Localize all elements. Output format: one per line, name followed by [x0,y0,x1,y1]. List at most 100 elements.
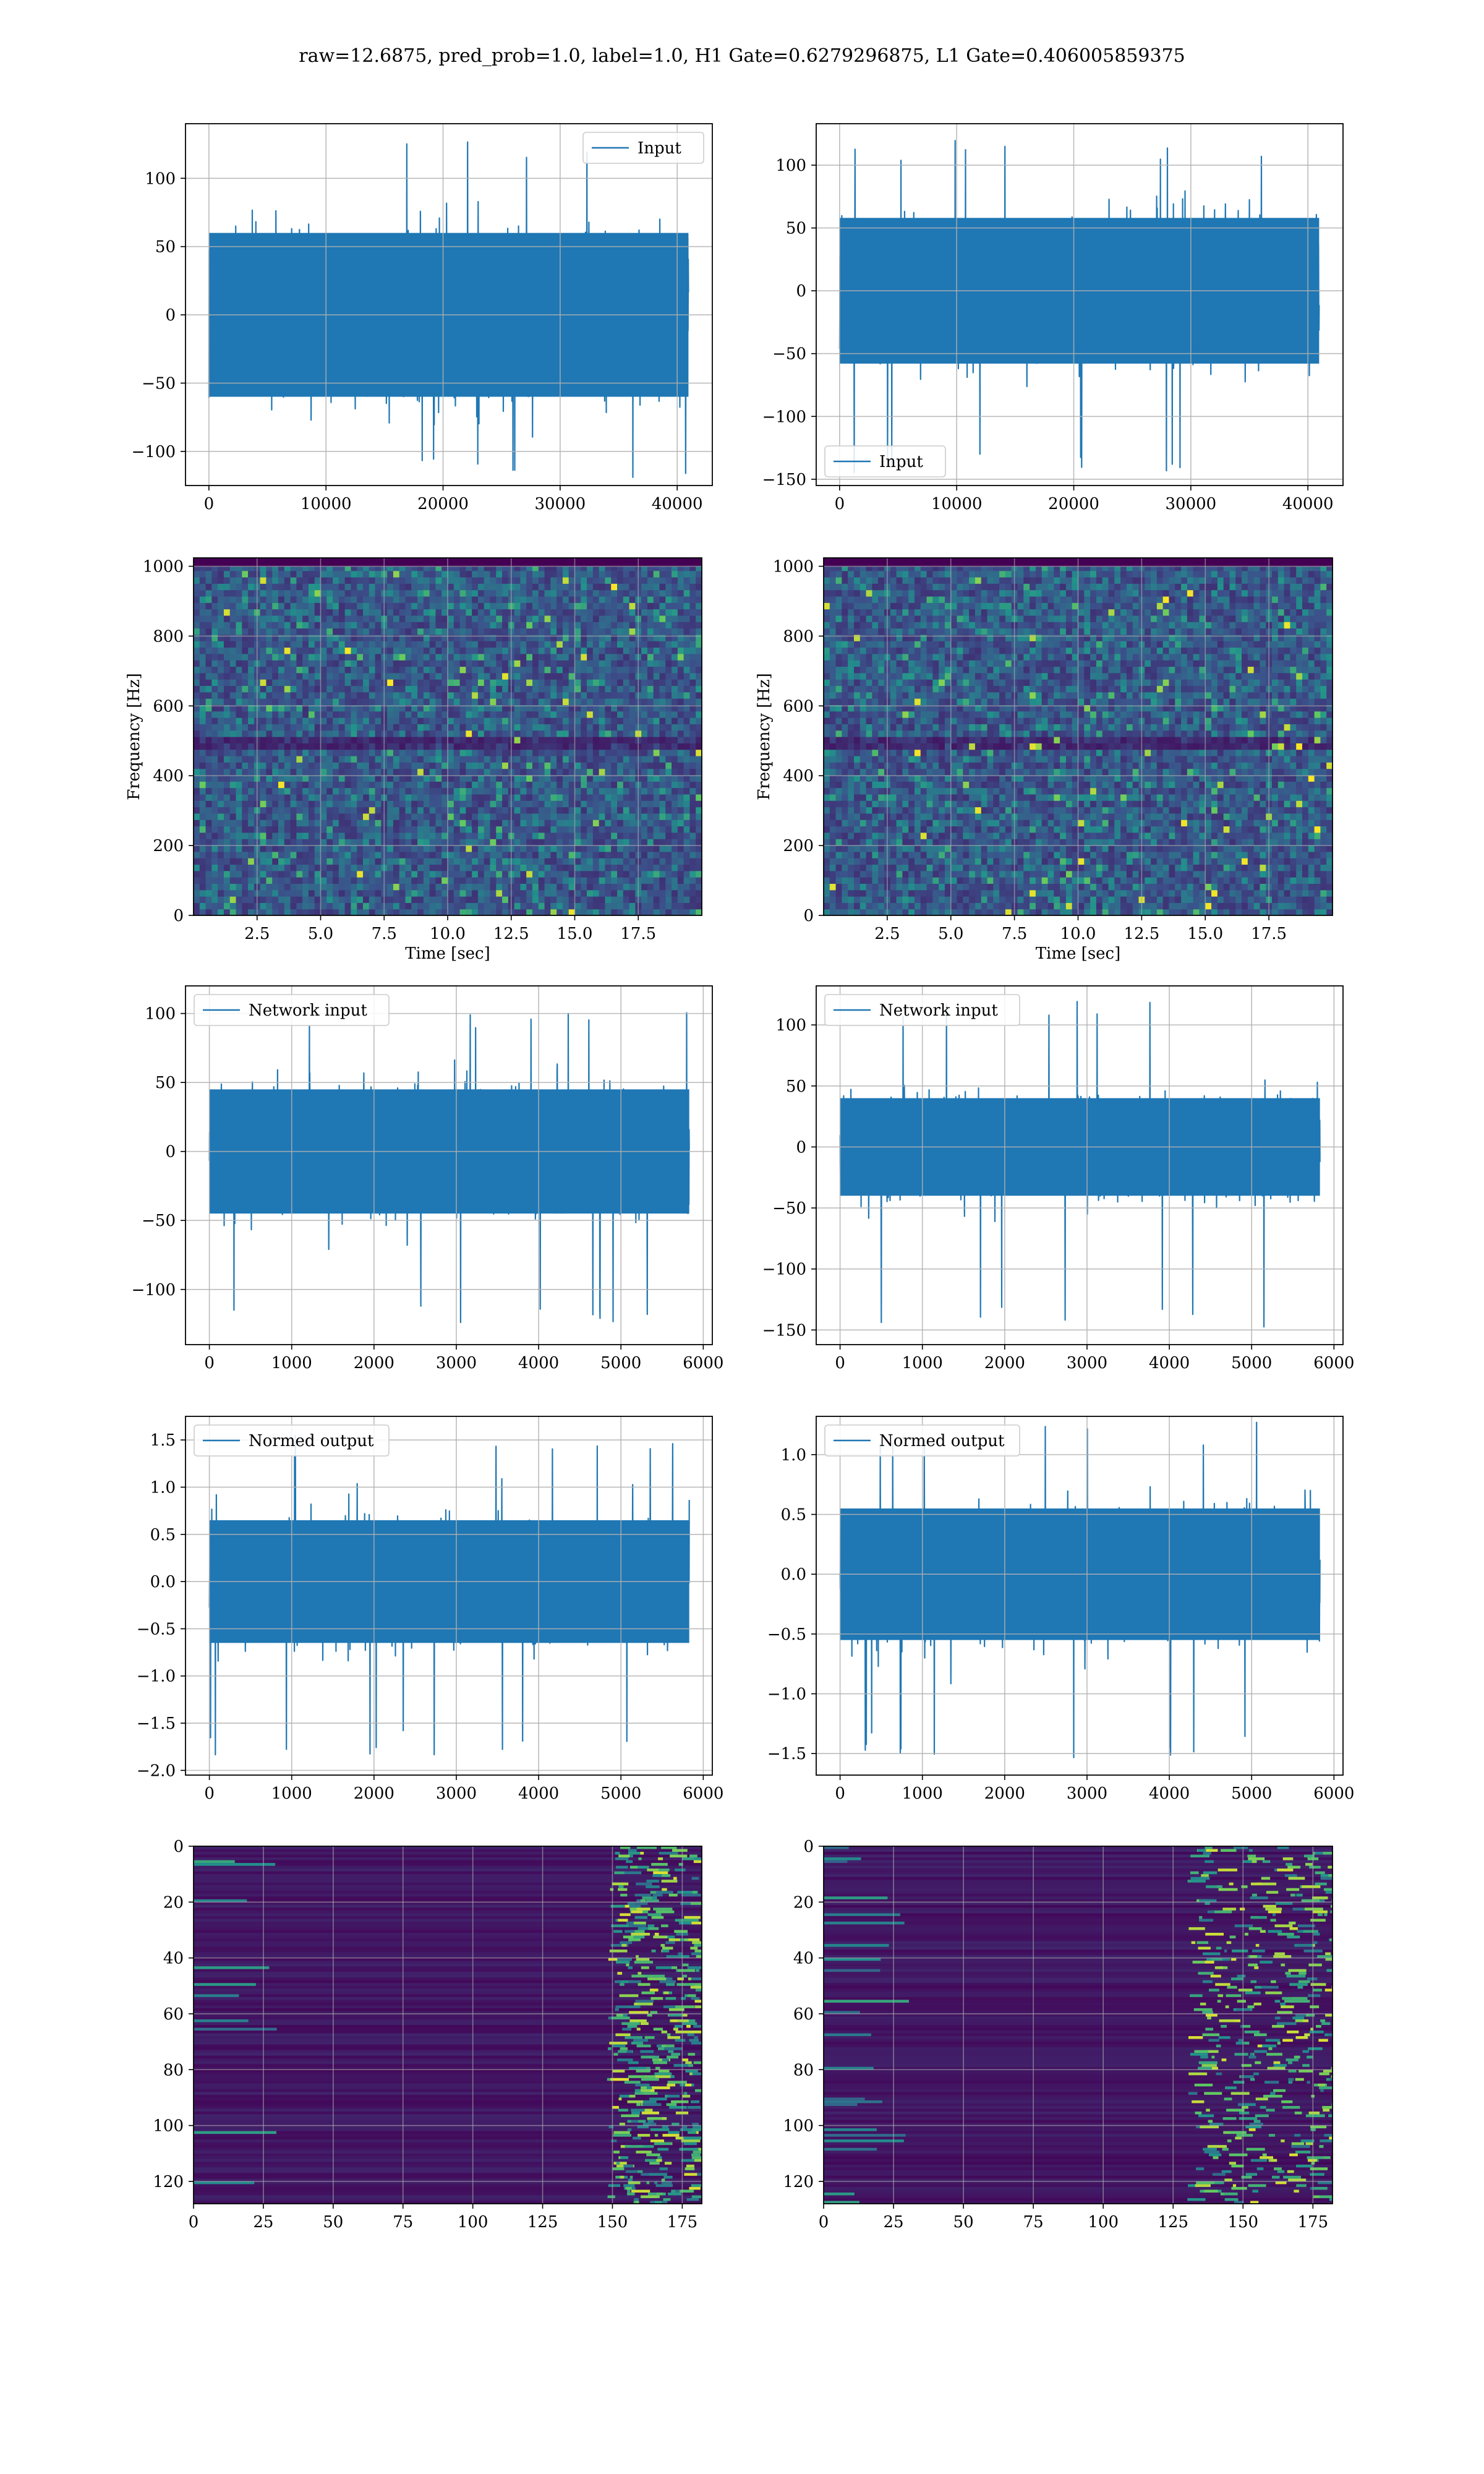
h1-spectrogram-cell [308,755,315,763]
h1-spectrogram-cell [223,896,231,903]
h1-spectrogram-cell [363,685,370,693]
h1-spectrogram-cell [405,724,412,731]
h1-spectrogram-cell [484,602,491,610]
h1-spectrogram-cell [211,589,218,597]
h1-spectrogram-cell [520,877,527,884]
h1-spectrogram-cell [375,609,382,616]
h1-spectrogram-cell [199,877,207,884]
h1-spectrogram-cell [568,698,576,705]
h1-spectrogram-cell [696,896,702,903]
h1-spectrogram-cell [357,685,364,693]
h1-spectrogram-cell [448,589,454,597]
l1-spectrogram-cell [835,889,842,897]
h1-spectrogram-cell [194,864,200,871]
h1-spectrogram-cell [429,589,437,597]
h1-spectrogram-cell [351,737,357,743]
h1-spectrogram-cell [677,609,684,616]
h1-spectrogram-ytick-label: 1000 [143,558,184,576]
h1-spectrogram-cell [411,820,418,827]
h1-spectrogram-cell [194,589,200,597]
h1-spectrogram-cell [338,858,346,865]
h1-spectrogram-cell [363,858,370,865]
l1-spectrogram-cell [829,832,837,839]
h1-spectrogram-cell [314,717,322,724]
h1-spectrogram-cell [592,743,600,750]
h1-spectrogram-cell [672,704,678,712]
h1-spectrogram-cell [466,634,472,641]
h1-spectrogram-cell [338,685,346,693]
h1-spectrogram-cell [605,768,612,776]
h1-spectrogram-cell [387,845,394,852]
h1-spectrogram-cell [502,704,509,712]
h1-spectrogram-cell [653,800,660,808]
h1-spectrogram-cell [266,839,273,846]
h1-spectrogram-cell [599,768,606,776]
h1-spectrogram-cell [532,896,539,903]
h1-spectrogram-cell [435,634,442,641]
h1-spectrogram-cell [344,889,352,897]
h1-spectrogram-cell [320,602,327,610]
h1-spectrogram-cell [581,615,587,622]
h1-spectrogram-cell [194,794,200,801]
h1-spectrogram-cell [538,800,545,808]
h1-spectrogram-cell [574,653,581,661]
h1-spectrogram-cell [490,615,497,622]
h1-spectrogram-cell [617,813,624,820]
h1-spectrogram-cell [344,583,352,591]
h1-spectrogram-cell [375,653,382,661]
h1-spectrogram-cell [665,820,672,827]
h1-spectrogram-cell [314,755,322,763]
h1-spectrogram-cell [623,628,630,635]
h1-spectrogram-cell [199,672,207,680]
h1-spectrogram-cell [544,768,551,776]
h1-spectrogram-cell [496,774,503,782]
h1-spectrogram-cell [526,762,533,769]
h1-spectrogram-cell [647,596,654,603]
h1-spectrogram-cell [308,717,315,724]
h1-spectrogram-cell [278,730,285,737]
h1-spectrogram-cell [520,724,527,731]
h1-spectrogram-cell [641,813,648,820]
h1-spectrogram-cell [599,596,606,603]
h1-spectrogram-cell [562,717,569,724]
h1-spectrogram-cell [532,679,539,687]
h1-spectrogram-cell [490,896,497,903]
l1-spectrogram-cell [824,576,830,584]
h1-spectrogram-cell [218,794,224,801]
h1-spectrogram-cell [629,800,636,808]
h1-spectrogram-cell [677,889,684,897]
h1-spectrogram-cell [556,628,563,635]
h1-spectrogram-cell [696,724,702,731]
h1-spectrogram-cell [218,564,224,571]
h1-spectrogram-cell [556,864,563,871]
h1-spectrogram-cell [344,807,352,814]
h1-spectrogram-cell [514,794,521,801]
l1-spectrogram-cell [824,820,830,827]
l1-spectrogram-cell [829,807,837,814]
h1-spectrogram-cell [659,602,666,610]
h1-spectrogram-cell [605,864,612,871]
h1-spectrogram-cell [472,794,479,801]
h1-spectrogram-cell [689,711,696,718]
h1-spectrogram-cell [453,660,461,667]
h1-spectrogram-cell [441,628,448,635]
h1-spectrogram-cell [556,774,563,782]
h1-spectrogram-cell [357,845,364,852]
h1-spectrogram-cell [242,896,249,903]
h1-spectrogram-cell [242,858,249,865]
h1-spectrogram-cell [514,704,521,712]
h1-spectrogram-cell [357,679,364,687]
h1-spectrogram-cell [441,902,448,910]
h1-spectrogram-cell [333,851,339,858]
h1-spectrogram-cell [296,807,303,814]
h1-spectrogram-cell [205,755,212,763]
h1-spectrogram-cell [333,711,339,718]
h1-spectrogram-cell [562,813,569,820]
h1-spectrogram-cell [278,564,285,571]
h1-spectrogram-cell [387,877,394,884]
h1-spectrogram-cell [296,717,303,724]
l1-spectrogram-cell [829,691,837,699]
h1-spectrogram-cell [411,602,418,610]
h1-spectrogram-ylabel: Frequency [Hz] [125,673,143,800]
h1-spectrogram-cell [520,596,527,603]
